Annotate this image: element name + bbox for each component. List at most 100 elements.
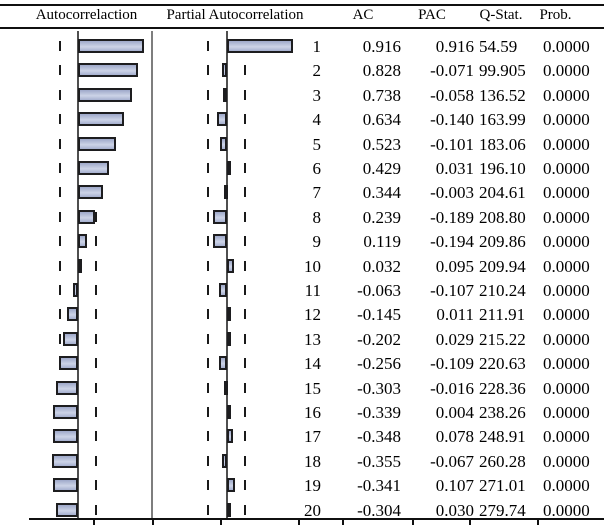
- ac-cell: 0.032: [362, 257, 401, 276]
- ac-bar: [63, 332, 78, 346]
- header-underline: [0, 27, 604, 29]
- ac-confidence-dash: [59, 139, 61, 149]
- ac-bar: [53, 429, 78, 443]
- lag-cell: 11: [304, 281, 321, 300]
- pac-cell: 0.078: [435, 427, 474, 446]
- lag-cell: 18: [304, 452, 321, 471]
- pac-confidence-dash: [207, 163, 209, 173]
- lag-cell: 19: [304, 476, 321, 495]
- pac-cell: -0.194: [430, 232, 474, 251]
- column-divider: [151, 31, 153, 518]
- pac-confidence-dash: [244, 456, 246, 466]
- pac-confidence-dash: [244, 383, 246, 393]
- q-cell: 209.86: [479, 232, 526, 251]
- prob-cell: 0.0000: [543, 208, 590, 227]
- bottom-tick: [152, 518, 154, 525]
- header-autocorrelation: Autocorrelaction: [35, 7, 138, 23]
- pac-confidence-dash: [207, 505, 209, 515]
- q-cell: 183.06: [479, 135, 526, 154]
- pac-confidence-dash: [207, 41, 209, 51]
- pac-confidence-dash: [207, 383, 209, 393]
- ac-cell: -0.063: [357, 281, 401, 300]
- pac-cell: 0.916: [435, 37, 474, 56]
- ac-bar: [78, 210, 95, 224]
- prob-cell: 0.0000: [543, 159, 590, 178]
- prob-cell: 0.0000: [543, 61, 590, 80]
- ac-confidence-dash: [59, 187, 61, 197]
- bottom-tick: [220, 518, 222, 525]
- ac-bar: [73, 283, 78, 297]
- prob-cell: 0.0000: [543, 501, 590, 520]
- ac-confidence-dash: [95, 236, 97, 246]
- pac-confidence-dash: [244, 139, 246, 149]
- pac-bar: [227, 478, 235, 492]
- prob-cell: 0.0000: [543, 86, 590, 105]
- ac-bar: [56, 503, 78, 517]
- ac-cell: -0.355: [357, 452, 401, 471]
- q-cell: 279.74: [479, 501, 526, 520]
- pac-bar: [227, 405, 231, 419]
- ac-confidence-dash: [59, 236, 61, 246]
- prob-cell: 0.0000: [543, 452, 590, 471]
- header-ac: AC: [352, 7, 374, 23]
- ac-cell: 0.523: [362, 135, 401, 154]
- q-cell: 136.52: [479, 86, 526, 105]
- ac-confidence-dash: [95, 358, 97, 368]
- q-cell: 209.94: [479, 257, 526, 276]
- pac-confidence-dash: [207, 187, 209, 197]
- pac-cell: -0.140: [430, 110, 474, 129]
- ac-cell: 0.916: [362, 37, 401, 56]
- pac-confidence-dash: [244, 163, 246, 173]
- prob-cell: 0.0000: [543, 305, 590, 324]
- pac-bar: [220, 137, 227, 151]
- prob-cell: 0.0000: [543, 330, 590, 349]
- pac-confidence-dash: [207, 358, 209, 368]
- ac-bar: [78, 185, 103, 199]
- prob-cell: 0.0000: [543, 403, 590, 422]
- ac-bar: [67, 307, 78, 321]
- lag-cell: 3: [312, 86, 322, 105]
- pac-confidence-dash: [207, 407, 209, 417]
- prob-cell: 0.0000: [543, 379, 590, 398]
- lag-cell: 14: [304, 354, 321, 373]
- pac-cell: -0.071: [430, 61, 474, 80]
- q-cell: 238.26: [479, 403, 526, 422]
- header-qstat: Q-Stat.: [479, 7, 523, 23]
- ac-bar: [53, 405, 78, 419]
- pac-confidence-dash: [207, 261, 209, 271]
- lag-cell: 13: [304, 330, 321, 349]
- lag-cell: 10: [304, 257, 321, 276]
- pac-confidence-dash: [244, 285, 246, 295]
- pac-confidence-dash: [207, 139, 209, 149]
- ac-confidence-dash: [95, 309, 97, 319]
- pac-confidence-dash: [244, 505, 246, 515]
- lag-cell: 6: [312, 159, 322, 178]
- ac-cell: -0.339: [357, 403, 401, 422]
- pac-confidence-dash: [244, 65, 246, 75]
- q-cell: 248.91: [479, 427, 526, 446]
- prob-cell: 0.0000: [543, 354, 590, 373]
- pac-cell: 0.095: [435, 257, 474, 276]
- pac-cell: 0.031: [435, 159, 474, 178]
- pac-cell: -0.107: [430, 281, 474, 300]
- pac-cell: -0.067: [430, 452, 474, 471]
- pac-bar: [213, 210, 227, 224]
- pac-confidence-dash: [244, 431, 246, 441]
- ac-cell: 0.344: [362, 183, 401, 202]
- lag-cell: 20: [304, 501, 321, 520]
- ac-bar: [78, 161, 109, 175]
- prob-cell: 0.0000: [543, 427, 590, 446]
- header-partial-autocorrelation: Partial Autocorrelation: [166, 7, 304, 23]
- ac-confidence-dash: [95, 285, 97, 295]
- q-cell: 215.22: [479, 330, 526, 349]
- pac-bar: [219, 283, 227, 297]
- pac-confidence-dash: [207, 65, 209, 75]
- ac-cell: 0.429: [362, 159, 401, 178]
- q-cell: 210.24: [479, 281, 526, 300]
- ac-bar: [78, 137, 116, 151]
- pac-bar: [227, 307, 231, 321]
- bottom-tick: [298, 518, 300, 525]
- ac-confidence-dash: [95, 334, 97, 344]
- ac-confidence-dash: [59, 261, 61, 271]
